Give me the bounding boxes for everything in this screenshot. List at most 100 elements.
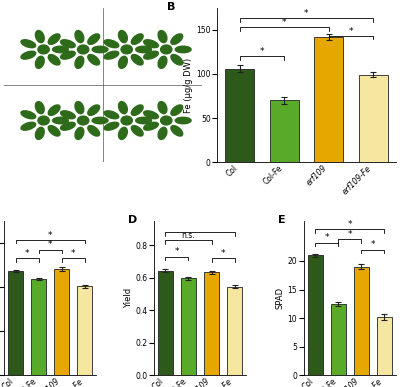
Ellipse shape [78, 116, 89, 125]
Ellipse shape [21, 40, 36, 48]
Bar [314, 37, 343, 162]
Ellipse shape [171, 34, 183, 45]
Ellipse shape [38, 116, 49, 125]
Text: B: B [167, 2, 175, 12]
Ellipse shape [36, 127, 44, 139]
Ellipse shape [60, 40, 75, 48]
Bar [181, 278, 196, 375]
Bar [225, 68, 254, 162]
Ellipse shape [175, 46, 191, 53]
Ellipse shape [131, 34, 143, 45]
Ellipse shape [48, 55, 60, 65]
Text: *: * [370, 240, 375, 249]
Ellipse shape [21, 122, 36, 130]
Bar [308, 255, 323, 375]
Text: n.s.: n.s. [182, 231, 195, 240]
Ellipse shape [36, 31, 44, 43]
Bar [8, 271, 23, 375]
Bar [204, 272, 219, 375]
Ellipse shape [158, 101, 167, 114]
Ellipse shape [131, 126, 143, 136]
Bar [54, 269, 69, 375]
Y-axis label: Yield: Yield [124, 288, 133, 308]
Text: *: * [349, 27, 353, 36]
Y-axis label: Fe (μg/g DW): Fe (μg/g DW) [184, 57, 194, 113]
Ellipse shape [75, 127, 84, 139]
Ellipse shape [92, 46, 108, 53]
Ellipse shape [175, 117, 191, 124]
Bar [270, 100, 299, 162]
Ellipse shape [104, 51, 119, 59]
Bar [227, 287, 242, 375]
Ellipse shape [78, 45, 89, 54]
Ellipse shape [158, 56, 167, 68]
Text: Col: Col [53, 12, 66, 21]
Ellipse shape [60, 122, 75, 130]
Ellipse shape [88, 126, 100, 136]
Bar [331, 304, 346, 375]
Text: *: * [48, 240, 52, 249]
Ellipse shape [48, 34, 60, 45]
Ellipse shape [75, 56, 84, 68]
Ellipse shape [38, 45, 49, 54]
Bar [77, 286, 92, 375]
Ellipse shape [118, 56, 127, 68]
Text: *: * [282, 18, 286, 27]
Ellipse shape [144, 111, 158, 119]
Ellipse shape [88, 55, 100, 65]
Bar [158, 271, 173, 375]
Ellipse shape [60, 51, 75, 59]
Ellipse shape [92, 117, 108, 124]
Ellipse shape [121, 45, 132, 54]
Ellipse shape [161, 45, 172, 54]
Ellipse shape [21, 111, 36, 119]
Ellipse shape [161, 116, 172, 125]
Text: *: * [25, 249, 30, 258]
Ellipse shape [144, 122, 158, 130]
Ellipse shape [48, 105, 60, 115]
Ellipse shape [104, 40, 119, 48]
Ellipse shape [104, 111, 119, 119]
Ellipse shape [21, 51, 36, 59]
Bar [354, 267, 369, 375]
Ellipse shape [131, 55, 143, 65]
Text: *: * [304, 9, 309, 18]
Text: *: * [348, 220, 352, 229]
Ellipse shape [75, 101, 84, 114]
Text: D: D [128, 215, 137, 225]
Text: *: * [348, 230, 352, 239]
Ellipse shape [136, 46, 152, 53]
Ellipse shape [88, 34, 100, 45]
Ellipse shape [104, 122, 119, 130]
Ellipse shape [131, 105, 143, 115]
Bar [31, 279, 46, 375]
Ellipse shape [118, 127, 127, 139]
Bar [359, 75, 388, 162]
Ellipse shape [171, 55, 183, 65]
Text: *: * [71, 249, 76, 258]
Ellipse shape [144, 40, 158, 48]
Ellipse shape [171, 105, 183, 115]
Text: erf109: erf109 [133, 12, 160, 21]
Text: *: * [221, 249, 225, 258]
Text: -Fe: -Fe [10, 119, 22, 128]
Y-axis label: SPAD: SPAD [276, 287, 285, 309]
Text: *: * [48, 231, 52, 240]
Text: +Fe: +Fe [10, 45, 26, 54]
Ellipse shape [118, 101, 127, 114]
Ellipse shape [48, 126, 60, 136]
Ellipse shape [171, 126, 183, 136]
Ellipse shape [36, 56, 44, 68]
Ellipse shape [53, 46, 68, 53]
Text: E: E [278, 215, 285, 225]
Ellipse shape [53, 117, 68, 124]
Ellipse shape [158, 31, 167, 43]
Text: *: * [260, 47, 264, 56]
Text: *: * [175, 247, 179, 256]
Ellipse shape [88, 105, 100, 115]
Ellipse shape [158, 127, 167, 139]
Text: *: * [324, 233, 329, 242]
Ellipse shape [121, 116, 132, 125]
Bar [377, 317, 392, 375]
Ellipse shape [144, 51, 158, 59]
